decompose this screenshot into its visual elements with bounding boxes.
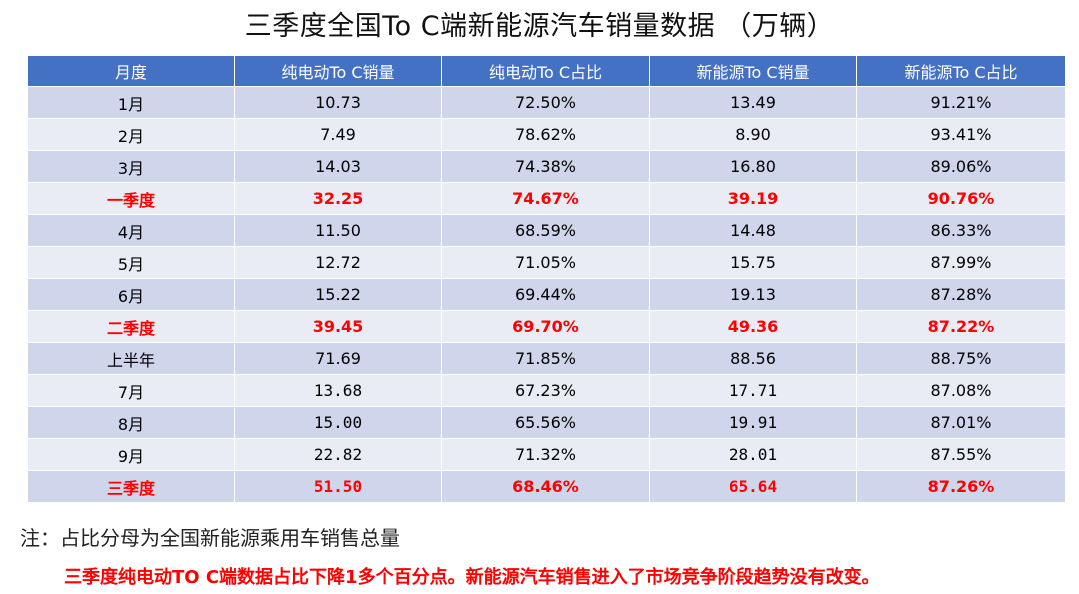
ev-share-cell: 69.70% [441, 310, 650, 343]
ev-sales-cell: 32.25 [234, 182, 442, 215]
table-row: 5月 12.72 71.05% 15.75 87.99% [27, 246, 1066, 279]
nev-sales-cell: 15.75 [649, 246, 857, 279]
nev-share-cell: 87.01% [856, 406, 1066, 439]
nev-sales-cell: 49.36 [649, 310, 857, 343]
header-nev-sales: 新能源To C销量 [649, 55, 857, 87]
nev-share-cell: 87.22% [856, 310, 1066, 343]
table-row: 2月 7.49 78.62% 8.90 93.41% [27, 118, 1066, 151]
table-row: 7月 13.68 67.23% 17.71 87.08% [27, 374, 1066, 407]
row-label: 2月 [27, 118, 235, 151]
table-body: 1月 10.73 72.50% 13.49 91.21% 2月 7.49 78.62% 8.90… [27, 86, 1066, 503]
row-label: 4月 [27, 214, 235, 247]
ev-share-cell: 68.59% [441, 214, 650, 247]
nev-sales-cell: 19.13 [649, 278, 857, 311]
ev-sales-cell: 71.69 [234, 342, 442, 375]
nev-share-cell: 91.21% [856, 86, 1066, 119]
row-label: 3月 [27, 150, 235, 183]
table-row: 3月 14.03 74.38% 16.80 89.06% [27, 150, 1066, 183]
table-row: 三季度 51.50 68.46% 65.64 87.26% [27, 470, 1066, 503]
nev-sales-cell: 88.56 [649, 342, 857, 375]
table-row: 6月 15.22 69.44% 19.13 87.28% [27, 278, 1066, 311]
ev-sales-cell: 14.03 [234, 150, 442, 183]
ev-sales-cell: 51.50 [234, 470, 442, 503]
nev-share-cell: 87.55% [856, 438, 1066, 471]
nev-sales-cell: 13.49 [649, 86, 857, 119]
header-ev-share: 纯电动To C占比 [441, 55, 650, 87]
table-row: 1月 10.73 72.50% 13.49 91.21% [27, 86, 1066, 119]
header-ev-sales: 纯电动To C销量 [234, 55, 442, 87]
nev-sales-cell: 14.48 [649, 214, 857, 247]
row-label: 9月 [27, 438, 235, 471]
ev-share-cell: 67.23% [441, 374, 650, 407]
header-nev-share: 新能源To C占比 [856, 55, 1066, 87]
nev-sales-cell: 39.19 [649, 182, 857, 215]
table-row: 二季度 39.45 69.70% 49.36 87.22% [27, 310, 1066, 343]
table-row: 4月 11.50 68.59% 14.48 86.33% [27, 214, 1066, 247]
nev-share-cell: 93.41% [856, 118, 1066, 151]
table-row: 8月 15.00 65.56% 19.91 87.01% [27, 406, 1066, 439]
row-label: 7月 [27, 374, 235, 407]
remark-text: 三季度纯电动TO C端数据占比下降1多个百分点。新能源汽车销售进入了市场竞争阶段… [64, 567, 880, 588]
row-label: 1月 [27, 86, 235, 119]
ev-sales-cell: 22.82 [234, 438, 442, 471]
ev-sales-cell: 13.68 [234, 374, 442, 407]
nev-share-cell: 87.28% [856, 278, 1066, 311]
nev-sales-cell: 65.64 [649, 470, 857, 503]
ev-sales-cell: 12.72 [234, 246, 442, 279]
ev-sales-cell: 15.22 [234, 278, 442, 311]
nev-share-cell: 88.75% [856, 342, 1066, 375]
page-title: 三季度全国To C端新能源汽车销量数据 （万辆） [244, 11, 835, 42]
ev-share-cell: 71.05% [441, 246, 650, 279]
ev-sales-cell: 10.73 [234, 86, 442, 119]
ev-share-cell: 69.44% [441, 278, 650, 311]
ev-sales-cell: 11.50 [234, 214, 442, 247]
row-label: 上半年 [27, 342, 235, 375]
ev-share-cell: 71.85% [441, 342, 650, 375]
row-label: 6月 [27, 278, 235, 311]
table-row: 9月 22.82 71.32% 28.01 87.55% [27, 438, 1066, 471]
nev-sales-cell: 16.80 [649, 150, 857, 183]
nev-share-cell: 87.26% [856, 470, 1066, 503]
nev-share-cell: 87.08% [856, 374, 1066, 407]
nev-sales-cell: 17.71 [649, 374, 857, 407]
footnote: 注：占比分母为全国新能源乘用车销售总量 [20, 526, 400, 550]
row-label: 8月 [27, 406, 235, 439]
row-label: 三季度 [27, 470, 235, 503]
table-row: 上半年 71.69 71.85% 88.56 88.75% [27, 342, 1066, 375]
nev-sales-cell: 19.91 [649, 406, 857, 439]
nev-share-cell: 90.76% [856, 182, 1066, 215]
ev-sales-cell: 15.00 [234, 406, 442, 439]
ev-share-cell: 71.32% [441, 438, 650, 471]
nev-sales-cell: 8.90 [649, 118, 857, 151]
row-label: 5月 [27, 246, 235, 279]
table-row: 一季度 32.25 74.67% 39.19 90.76% [27, 182, 1066, 215]
nev-share-cell: 86.33% [856, 214, 1066, 247]
row-label: 二季度 [27, 310, 235, 343]
ev-share-cell: 74.38% [441, 150, 650, 183]
ev-share-cell: 68.46% [441, 470, 650, 503]
ev-sales-cell: 39.45 [234, 310, 442, 343]
nev-sales-cell: 28.01 [649, 438, 857, 471]
sales-table: 月度 纯电动To C销量 纯电动To C占比 新能源To C销量 新能源To C… [27, 55, 1066, 503]
row-label: 一季度 [27, 182, 235, 215]
header-row: 月度 纯电动To C销量 纯电动To C占比 新能源To C销量 新能源To C… [27, 55, 1066, 87]
nev-share-cell: 87.99% [856, 246, 1066, 279]
header-month: 月度 [27, 55, 235, 87]
ev-share-cell: 74.67% [441, 182, 650, 215]
ev-share-cell: 65.56% [441, 406, 650, 439]
nev-share-cell: 89.06% [856, 150, 1066, 183]
ev-sales-cell: 7.49 [234, 118, 442, 151]
ev-share-cell: 72.50% [441, 86, 650, 119]
ev-share-cell: 78.62% [441, 118, 650, 151]
